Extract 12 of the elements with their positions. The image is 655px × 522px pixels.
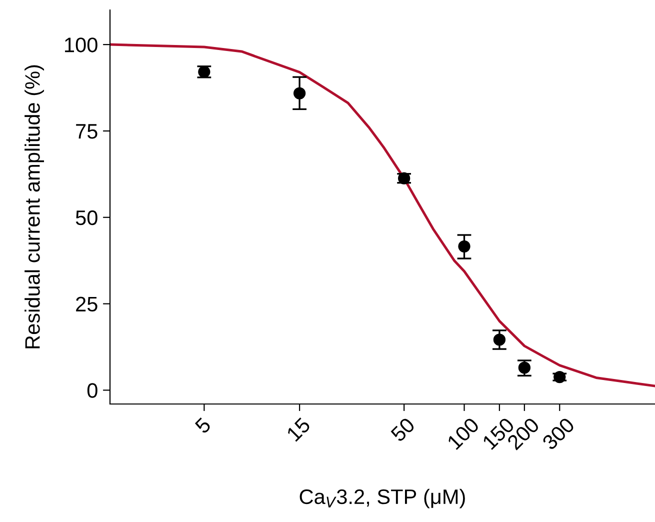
x-tick-label: 5 (194, 416, 212, 434)
x-tick-label: 100 (446, 416, 480, 450)
x-axis-title: Ca$_{V}$3.2, STP (μM) (300, 488, 465, 508)
x-tick-label: 300 (541, 416, 576, 451)
x-tick-label: 15 (286, 416, 312, 442)
y-tick-label: 0 (87, 383, 98, 398)
x-tick-label: 50 (390, 416, 416, 442)
y-axis-title: Residual current amplitude (%) (24, 65, 44, 348)
y-tick-label: 100 (65, 38, 98, 52)
y-tick-label: 25 (76, 296, 98, 312)
y-tick-label: 75 (76, 124, 98, 139)
y-tick-label: 50 (76, 210, 98, 226)
